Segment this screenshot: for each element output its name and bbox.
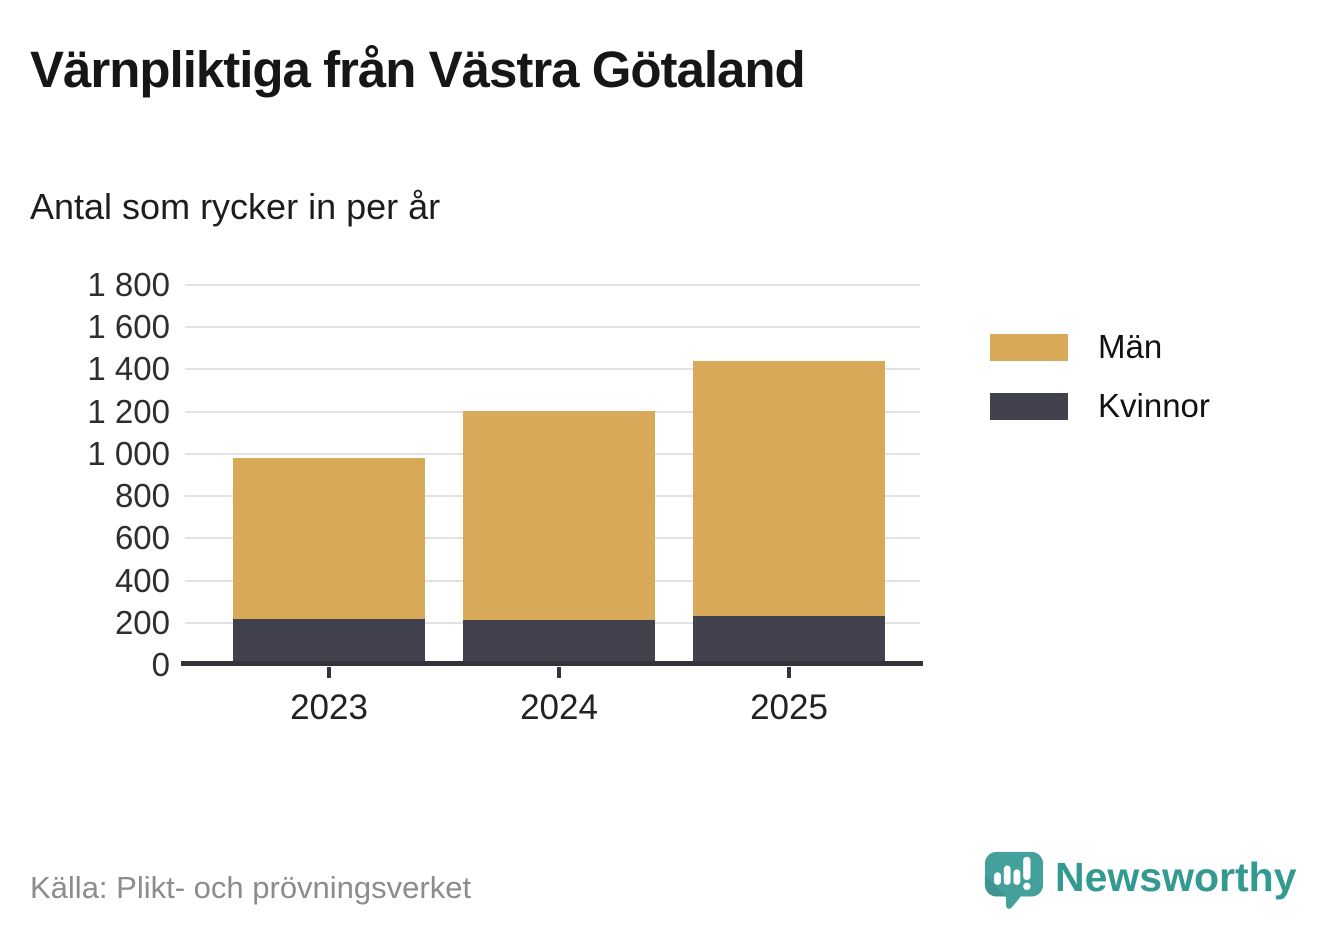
plot-area: 2023 2024 2025 xyxy=(181,284,923,727)
legend-label-man: Män xyxy=(1098,328,1163,365)
gridline-1800 xyxy=(185,284,920,286)
chart-subtitle: Antal som rycker in per år xyxy=(30,186,441,227)
y-tick-label-600: 600 xyxy=(114,519,170,557)
legend-item-man: Män xyxy=(990,328,1210,366)
x-tick-2024 xyxy=(557,667,561,678)
gridline-1600 xyxy=(185,326,920,329)
newsworthy-wordmark: Newsworthy xyxy=(1055,854,1297,900)
y-tick-label-1600: 1 600 xyxy=(87,308,170,346)
y-tick-label-1000: 1 000 xyxy=(87,434,170,472)
y-tick-label-400: 400 xyxy=(114,561,170,599)
y-axis-labels: 0 200 400 600 800 1 000 1 200 1 400 1 600 1 800 xyxy=(20,268,170,682)
legend: Män Kvinnor xyxy=(990,328,1210,446)
bar-segment-kvinnor-2024 xyxy=(463,619,655,665)
legend-label-kvinnor: Kvinnor xyxy=(1098,387,1210,424)
bar-segment-kvinnor-2025 xyxy=(693,616,885,665)
gridline-1400 xyxy=(185,368,920,371)
y-tick-label-1800: 1 800 xyxy=(87,266,170,303)
x-axis-line xyxy=(181,661,923,666)
newsworthy-logo-icon xyxy=(984,851,1044,909)
legend-item-kvinnor: Kvinnor xyxy=(990,387,1210,425)
legend-swatch-man xyxy=(990,333,1068,361)
x-tick-label-2023: 2023 xyxy=(290,688,368,727)
bar-segment-män-2025 xyxy=(693,361,885,617)
x-tick-2025 xyxy=(787,667,791,678)
bar-segment-män-2024 xyxy=(463,410,655,620)
branding: Newsworthy xyxy=(982,848,1297,914)
bar-segment-kvinnor-2023 xyxy=(233,618,425,665)
y-tick-label-1400: 1 400 xyxy=(87,350,170,388)
y-tick-label-800: 800 xyxy=(114,477,170,515)
bar-segment-män-2023 xyxy=(233,458,425,619)
x-tick-label-2025: 2025 xyxy=(750,688,828,727)
chart-title: Värnpliktiga från Västra Götaland xyxy=(30,41,806,98)
x-tick-2023 xyxy=(327,667,331,678)
x-tick-label-2024: 2024 xyxy=(520,688,598,727)
y-tick-label-1200: 1 200 xyxy=(87,392,170,430)
y-tick-label-0: 0 xyxy=(151,646,170,683)
source-text: Källa: Plikt- och prövningsverket xyxy=(30,870,472,905)
y-tick-label-200: 200 xyxy=(114,603,170,641)
legend-swatch-kvinnor xyxy=(990,392,1068,420)
